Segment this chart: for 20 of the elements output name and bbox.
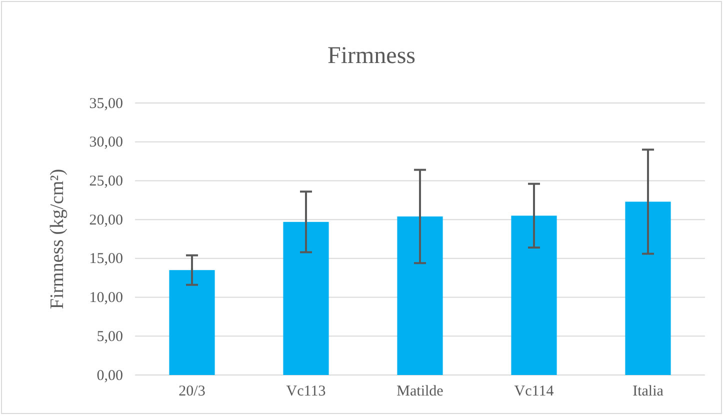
y-tick-label: 35,00 (89, 96, 123, 112)
chart-title: Firmness (327, 43, 416, 69)
y-tick-label: 25,00 (89, 174, 123, 190)
y-tick-label: 10,00 (89, 290, 123, 306)
y-tick-label: 15,00 (89, 251, 123, 268)
x-tick-label: 20/3 (178, 384, 206, 400)
x-tick-label: Matilde (396, 384, 444, 400)
bar (511, 216, 557, 375)
y-tick-label: 20,00 (89, 212, 123, 228)
bar (283, 222, 329, 375)
y-axis-title: Firmness (kg/cm²) (47, 168, 68, 310)
y-tick-label: 5,00 (96, 328, 123, 345)
x-tick-label: Italia (632, 384, 664, 400)
y-tick-label: 30,00 (89, 134, 123, 151)
bar (625, 202, 671, 375)
bar (169, 270, 215, 375)
x-tick-label: Vc113 (286, 384, 326, 400)
x-tick-label: Vc114 (514, 384, 554, 400)
bar (397, 216, 443, 375)
y-tick-label: 0,00 (96, 368, 123, 384)
